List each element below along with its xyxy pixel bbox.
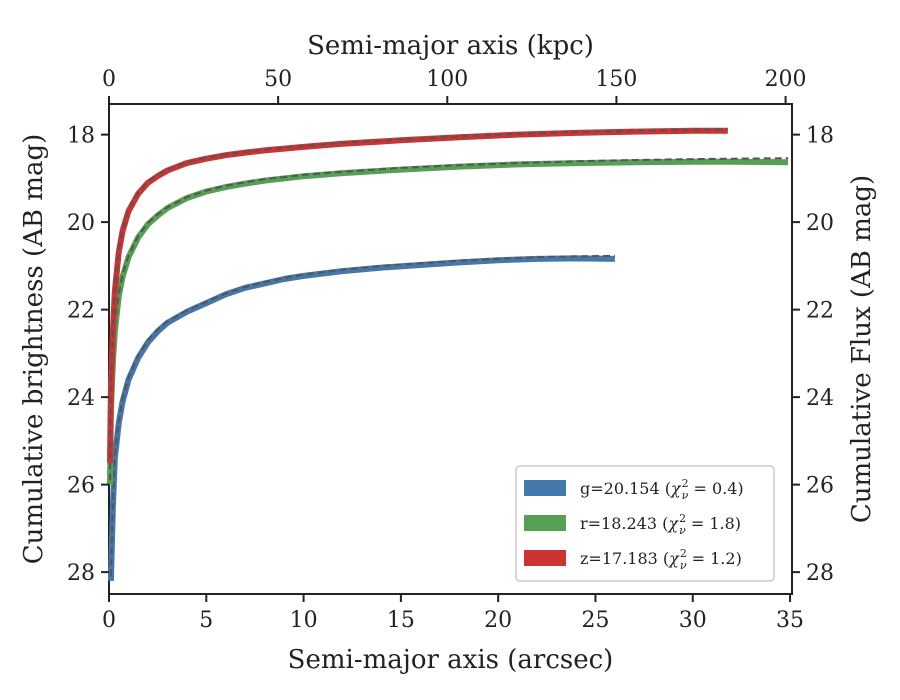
top-x-tick-label: 50 <box>264 67 292 92</box>
legend-label-suffix: = 0.4) <box>688 479 743 498</box>
right-y-axis-title: Cumulative Flux (AB mag) <box>847 175 877 523</box>
right-y-tick-label: 24 <box>806 386 834 411</box>
x-tick-label: 35 <box>776 608 804 633</box>
right-y-tick-label: 26 <box>806 474 834 499</box>
y-tick-label: 20 <box>67 211 95 236</box>
legend-label-chi: χ <box>668 549 680 568</box>
series-layer <box>107 127 789 581</box>
y-tick-label: 28 <box>67 561 95 586</box>
x-tick-label: 15 <box>387 608 415 633</box>
plot-area <box>107 103 793 595</box>
legend-label-sup: 2 <box>680 547 687 560</box>
legend-label-chi: χ <box>667 514 679 533</box>
x-tick-label: 10 <box>290 608 318 633</box>
series-r-band <box>107 158 789 485</box>
axes-layer: 0 5 10 15 20 25 30 350 50 100 150 20018202224262818… <box>67 67 834 633</box>
right-y-tick-label: 20 <box>806 211 834 236</box>
series-z-model <box>109 128 728 459</box>
x-tick-label: 30 <box>679 608 707 633</box>
top-x-axis-title: Semi-major axis (kpc) <box>307 31 594 61</box>
legend-label-sup: 2 <box>679 512 686 525</box>
legend: g=20.154 (χ2 ν = 0.4)r=18.243 (χ2 ν = 1.8)… <box>515 465 775 582</box>
legend-box <box>515 465 775 582</box>
legend-label-sub: ν <box>680 559 687 572</box>
x-tick-label: 5 <box>199 608 213 633</box>
legend-label-prefix: z=17.183 ( <box>580 549 669 568</box>
right-y-tick-label: 18 <box>806 124 834 149</box>
top-x-tick-label: 150 <box>595 67 637 92</box>
legend-label-g: g=20.154 (χ2 ν = 0.4) <box>580 477 744 502</box>
legend-label-prefix: r=18.243 ( <box>580 514 668 533</box>
legend-label-sub: ν <box>679 524 686 537</box>
top-x-tick-label: 100 <box>426 67 468 92</box>
legend-label-prefix: g=20.154 ( <box>580 479 671 498</box>
legend-label-chi: χ <box>670 479 682 498</box>
legend-swatch-z <box>524 550 566 566</box>
right-y-tick-label: 22 <box>806 299 834 324</box>
legend-swatch-g <box>524 480 566 496</box>
x-tick-label: 25 <box>581 608 609 633</box>
y-axis-title: Cumulative brightness (AB mag) <box>19 134 49 565</box>
series-r-model <box>109 157 789 481</box>
legend-label-sub: ν <box>682 489 689 502</box>
y-tick-label: 24 <box>67 386 95 411</box>
top-x-tick-label: 200 <box>765 67 807 92</box>
legend-label-suffix: = 1.8) <box>686 514 741 533</box>
legend-label-z: z=17.183 (χ2 ν = 1.2) <box>580 547 742 572</box>
legend-label-suffix: = 1.2) <box>687 549 742 568</box>
series-z-band <box>107 127 728 463</box>
series-g-model <box>109 254 615 577</box>
x-axis-title: Semi-major axis (arcsec) <box>288 645 614 675</box>
y-tick-label: 22 <box>67 299 95 324</box>
legend-label-sup: 2 <box>682 477 689 490</box>
right-y-tick-label: 28 <box>806 561 834 586</box>
y-tick-label: 18 <box>67 124 95 149</box>
top-x-tick-label: 0 <box>102 67 116 92</box>
x-tick-label: 20 <box>484 608 512 633</box>
x-tick-label: 0 <box>102 608 116 633</box>
legend-label-r: r=18.243 (χ2 ν = 1.8) <box>580 512 741 537</box>
y-tick-label: 26 <box>67 474 95 499</box>
legend-swatch-r <box>524 515 566 531</box>
plot-frame <box>108 103 793 595</box>
